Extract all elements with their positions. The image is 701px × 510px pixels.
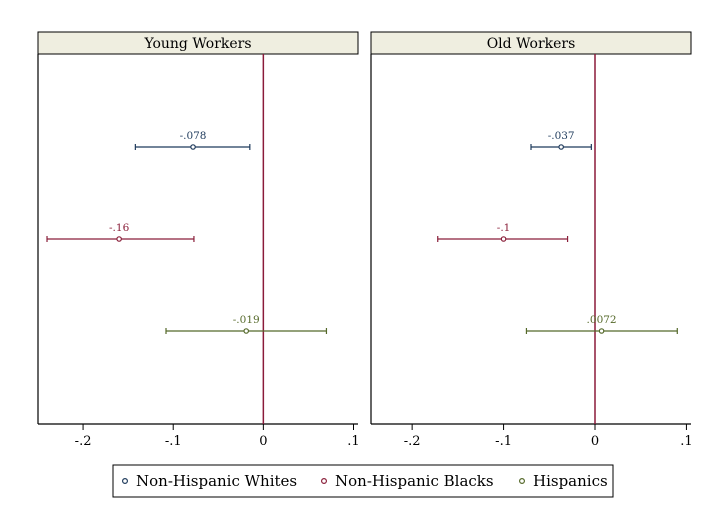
- legend-label-non-hispanic-whites: Non-Hispanic Whites: [136, 472, 297, 490]
- legend-label-hispanics: Hispanics: [533, 472, 608, 490]
- panel-1-non-hispanic-whites-point: [190, 144, 196, 150]
- legend-marker-non-hispanic-whites: [121, 478, 128, 485]
- panel-2-non-hispanic-blacks-data-label: -.1: [497, 222, 511, 234]
- panel-2-hispanics-data-label: .0072: [587, 314, 617, 326]
- panel-2-hispanics-point: [598, 328, 605, 334]
- panel-2-non-hispanic-whites-point: [558, 144, 564, 150]
- panel-2-title: Old Workers: [487, 36, 576, 52]
- panel-2-x-tick-label: 0: [591, 434, 599, 449]
- panel-2-non-hispanic-blacks-point: [500, 236, 507, 242]
- panel-2-x-tick-label: -.2: [404, 434, 421, 449]
- panel-1-non-hispanic-blacks-data-label: -.16: [109, 222, 130, 234]
- panel-1-hispanics-data-label: -.019: [233, 314, 260, 326]
- panel-1-hispanics-point: [243, 328, 250, 334]
- legend-box: [112, 464, 614, 498]
- panel-1-x-tick-label: .1: [347, 434, 359, 449]
- panel-2-x-tick-label: -.1: [495, 434, 512, 449]
- panel-1-non-hispanic-whites-data-label: -.078: [180, 130, 207, 142]
- panel-1-x-tick-label: -.1: [165, 434, 182, 449]
- panel-1-header: [37, 31, 359, 55]
- panel-1-x-tick-label: 0: [259, 434, 267, 449]
- panel-2-header: [370, 31, 692, 55]
- panel-2-x-tick-label: .1: [680, 434, 692, 449]
- panel-1-non-hispanic-blacks-point: [116, 236, 122, 242]
- legend-marker-hispanics: [518, 478, 525, 485]
- panel-2-non-hispanic-whites-data-label: -.037: [548, 130, 575, 142]
- legend-marker-non-hispanic-blacks: [321, 478, 328, 485]
- panel-1-x-tick-label: -.2: [75, 434, 92, 449]
- legend-label-non-hispanic-blacks: Non-Hispanic Blacks: [335, 472, 494, 490]
- panel-1-title: Young Workers: [143, 36, 251, 52]
